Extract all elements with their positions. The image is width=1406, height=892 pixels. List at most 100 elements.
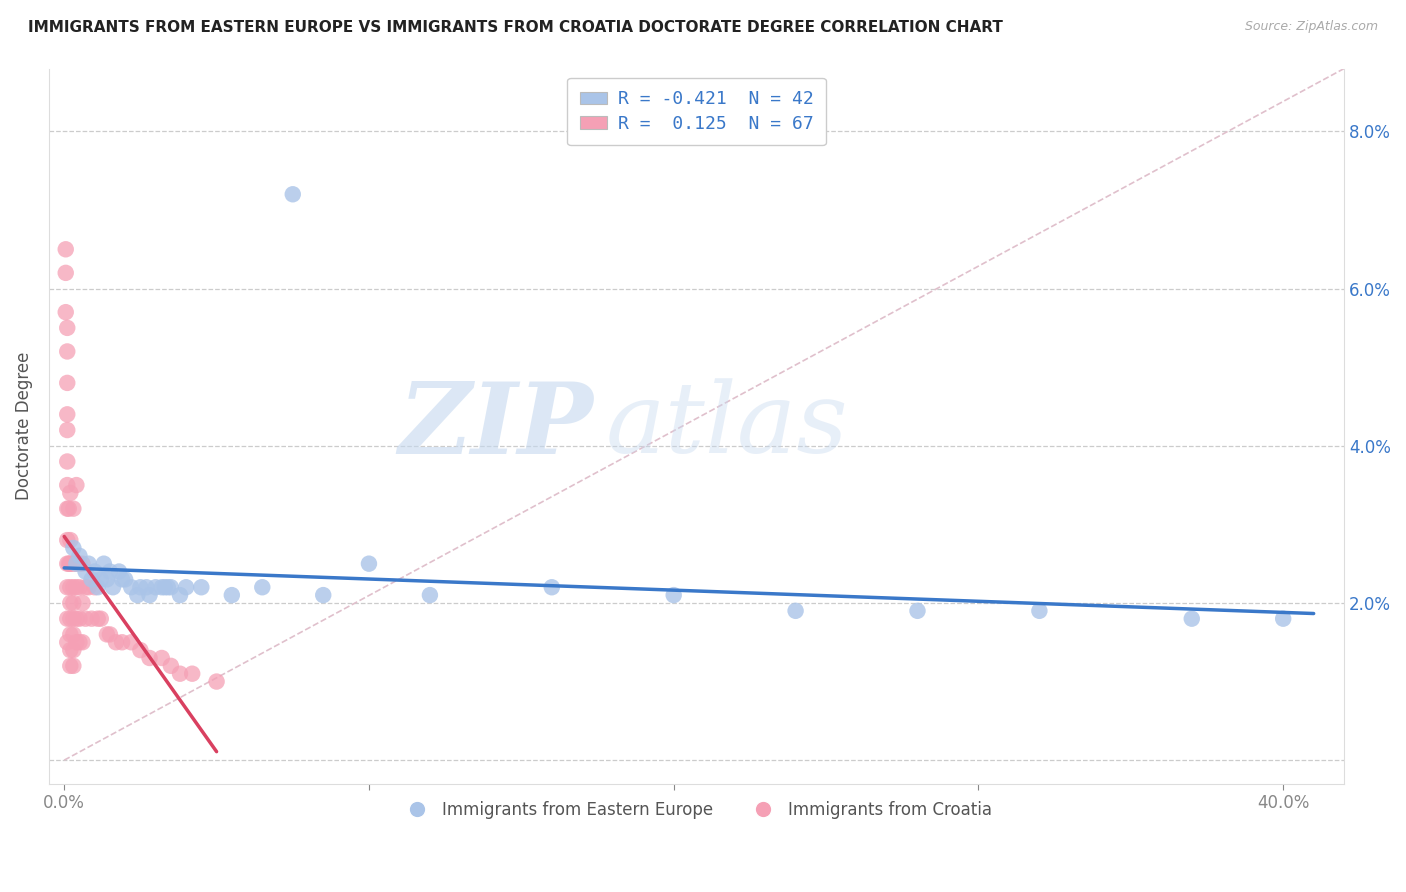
Point <box>59 486 82 500</box>
Point <box>138 651 160 665</box>
Point <box>58 557 80 571</box>
Point <box>69 612 91 626</box>
Point <box>59 557 82 571</box>
Point <box>111 573 134 587</box>
Point <box>252 580 274 594</box>
Point <box>83 565 105 579</box>
Point <box>75 580 97 594</box>
Point <box>69 635 91 649</box>
Point <box>90 612 112 626</box>
Point <box>62 627 84 641</box>
Point <box>56 344 79 359</box>
Point <box>65 478 87 492</box>
Point <box>181 666 204 681</box>
Point <box>59 533 82 547</box>
Point <box>75 612 97 626</box>
Point <box>62 501 84 516</box>
Point <box>69 580 91 594</box>
Text: Source: ZipAtlas.com: Source: ZipAtlas.com <box>1244 20 1378 33</box>
Point <box>56 580 79 594</box>
Point <box>108 565 131 579</box>
Point <box>56 557 79 571</box>
Point <box>75 565 97 579</box>
Point <box>58 501 80 516</box>
Point <box>55 242 77 256</box>
Point <box>72 596 94 610</box>
Point <box>1028 604 1050 618</box>
Point <box>56 376 79 390</box>
Point <box>101 580 124 594</box>
Point <box>129 643 152 657</box>
Text: ZIP: ZIP <box>398 378 593 475</box>
Point <box>62 557 84 571</box>
Point <box>77 557 100 571</box>
Point <box>59 627 82 641</box>
Point <box>96 627 118 641</box>
Point <box>96 573 118 587</box>
Point <box>62 643 84 657</box>
Point <box>205 674 228 689</box>
Point <box>98 627 121 641</box>
Point <box>59 580 82 594</box>
Point <box>98 565 121 579</box>
Point <box>56 408 79 422</box>
Point <box>90 573 112 587</box>
Legend: Immigrants from Eastern Europe, Immigrants from Croatia: Immigrants from Eastern Europe, Immigran… <box>394 794 1000 825</box>
Point <box>62 658 84 673</box>
Point <box>93 557 115 571</box>
Point <box>312 588 335 602</box>
Point <box>105 635 128 649</box>
Point <box>150 580 173 594</box>
Point <box>80 612 103 626</box>
Point <box>56 321 79 335</box>
Point <box>87 612 110 626</box>
Point <box>281 187 304 202</box>
Point <box>174 580 197 594</box>
Point <box>120 580 142 594</box>
Point <box>1181 612 1204 626</box>
Y-axis label: Doctorate Degree: Doctorate Degree <box>15 352 32 500</box>
Point <box>83 580 105 594</box>
Point <box>120 635 142 649</box>
Point <box>65 635 87 649</box>
Point <box>160 658 183 673</box>
Point <box>69 557 91 571</box>
Point <box>907 604 929 618</box>
Point <box>785 604 807 618</box>
Point <box>65 612 87 626</box>
Point <box>56 454 79 468</box>
Point <box>1272 612 1295 626</box>
Point <box>59 643 82 657</box>
Point <box>56 635 79 649</box>
Text: IMMIGRANTS FROM EASTERN EUROPE VS IMMIGRANTS FROM CROATIA DOCTORATE DEGREE CORRE: IMMIGRANTS FROM EASTERN EUROPE VS IMMIGR… <box>28 20 1002 35</box>
Point <box>153 580 176 594</box>
Point <box>56 478 79 492</box>
Point <box>114 573 136 587</box>
Point <box>56 423 79 437</box>
Point <box>65 557 87 571</box>
Point <box>169 588 191 602</box>
Point <box>357 557 380 571</box>
Point <box>419 588 441 602</box>
Point <box>77 580 100 594</box>
Point <box>59 612 82 626</box>
Point <box>62 612 84 626</box>
Point <box>150 651 173 665</box>
Point <box>62 596 84 610</box>
Point <box>65 580 87 594</box>
Point <box>55 305 77 319</box>
Point <box>69 549 91 563</box>
Point <box>59 658 82 673</box>
Point <box>56 612 79 626</box>
Point <box>56 501 79 516</box>
Point <box>80 573 103 587</box>
Point <box>62 541 84 555</box>
Point <box>111 635 134 649</box>
Point <box>55 266 77 280</box>
Point <box>72 557 94 571</box>
Point <box>62 580 84 594</box>
Point <box>156 580 179 594</box>
Point <box>59 596 82 610</box>
Point <box>72 635 94 649</box>
Point <box>87 580 110 594</box>
